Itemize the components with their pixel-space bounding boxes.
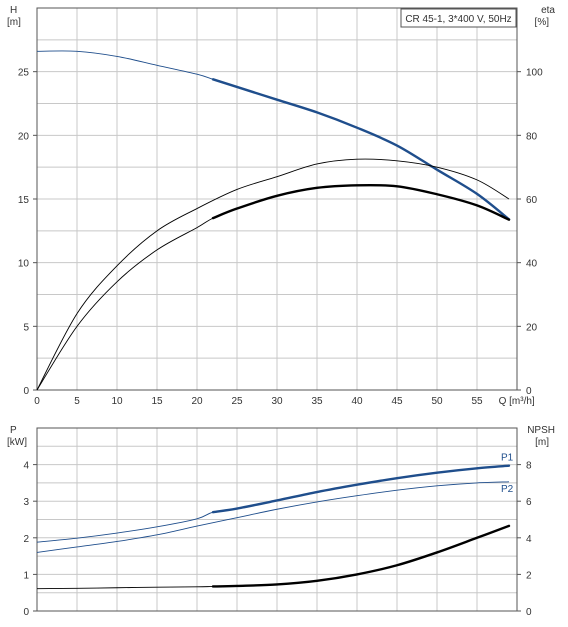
bottom-right-tick-label: 4 — [526, 534, 532, 545]
bottom-series-2-operating-range — [211, 524, 511, 588]
bottom-right-axis-label: NPSH — [527, 425, 555, 436]
top-x-tick-label: 30 — [271, 396, 283, 407]
bottom-right-tick-label: 6 — [526, 497, 532, 508]
top-left-tick-label: 25 — [18, 68, 30, 79]
top-right-tick-label: 80 — [526, 131, 538, 142]
top-x-tick-label: 40 — [351, 396, 363, 407]
top-x-tick-label: 45 — [391, 396, 403, 407]
top-left-tick-label: 0 — [23, 386, 29, 397]
bottom-series-p2-line — [36, 481, 510, 553]
top-x-axis-label: Q [m³/h] — [499, 396, 535, 407]
annotation-text: CR 45-1, 3*400 V, 50Hz — [405, 14, 511, 25]
top-left-axis-label: H — [10, 5, 17, 16]
bottom-plot-frame — [36, 427, 518, 612]
bottom-left-tick-label: 0 — [23, 607, 29, 618]
bottom-left-axis-label: P — [10, 425, 17, 436]
top-x-tick-label: 20 — [191, 396, 203, 407]
top-right-tick-label: 0 — [526, 386, 532, 397]
bottom-left-tick-label: 2 — [23, 534, 29, 545]
top-series-0-operating-range — [211, 78, 511, 221]
top-right-tick-label: 40 — [526, 259, 538, 270]
top-left-tick-label: 20 — [18, 131, 30, 142]
top-right-tick-label: 20 — [526, 322, 538, 333]
top-x-tick-label: 35 — [311, 396, 323, 407]
top-x-tick-label: 25 — [231, 396, 243, 407]
top-x-tick-label: 55 — [471, 396, 483, 407]
top-left-tick-label: 5 — [23, 322, 29, 333]
bottom-right-tick-label: 0 — [526, 607, 532, 618]
top-series-2-operating-range — [211, 183, 511, 221]
top-right-tick-label: 60 — [526, 195, 538, 206]
bottom-right-tick-label: 2 — [526, 570, 532, 581]
bottom-left-tick-label: 1 — [23, 570, 29, 581]
bottom-left-tick-label: 3 — [23, 497, 29, 508]
bottom-right-tick-label: 8 — [526, 461, 532, 472]
top-x-tick-label: 5 — [74, 396, 80, 407]
bottom-right-axis-unit: [m] — [535, 437, 549, 448]
bottom-series-p1-line — [36, 465, 510, 543]
bottom-left-axis-unit: [kW] — [7, 437, 27, 448]
top-x-tick-label: 10 — [111, 396, 123, 407]
top-series-2-line — [36, 184, 510, 391]
top-right-axis-label: eta — [541, 5, 555, 16]
top-left-tick-label: 10 — [18, 259, 30, 270]
top-x-tick-label: 0 — [34, 396, 40, 407]
bottom-series-p1-operating-range — [211, 464, 511, 514]
top-x-tick-label: 15 — [151, 396, 163, 407]
top-x-tick-label: 50 — [431, 396, 443, 407]
top-left-tick-label: 15 — [18, 195, 30, 206]
top-left-axis-unit: [m] — [7, 17, 21, 28]
annotation-box — [400, 8, 517, 28]
bottom-series-p2-label: P2 — [501, 484, 514, 495]
bottom-series-2-line — [36, 525, 510, 590]
top-right-tick-label: 100 — [526, 68, 543, 79]
bottom-left-tick-label: 4 — [23, 461, 29, 472]
bottom-series-p1-label: P1 — [501, 453, 514, 464]
top-right-axis-unit: [%] — [535, 17, 550, 28]
top-series-1-line — [36, 158, 510, 391]
